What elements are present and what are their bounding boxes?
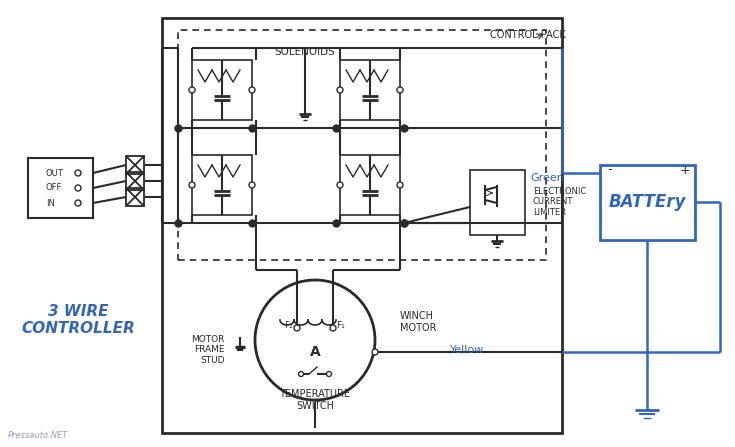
Circle shape [75, 185, 81, 191]
Circle shape [337, 87, 343, 93]
Circle shape [189, 87, 195, 93]
Text: F₂: F₂ [284, 321, 293, 330]
Text: IN: IN [46, 198, 55, 207]
Bar [340, 155, 400, 215]
Circle shape [249, 87, 255, 93]
Circle shape [294, 325, 300, 331]
Circle shape [255, 280, 375, 400]
Text: ELECTRONIC
CURRENT
LIMITER: ELECTRONIC CURRENT LIMITER [533, 187, 587, 217]
Text: BATTEry: BATTEry [609, 193, 686, 211]
Circle shape [189, 182, 195, 188]
Text: CONTROL PACK: CONTROL PACK [490, 30, 566, 40]
Bar [192, 155, 252, 215]
Bar [470, 170, 525, 235]
Text: F₁: F₁ [337, 321, 345, 330]
Text: MOTOR
FRAME
STUD: MOTOR FRAME STUD [192, 335, 225, 365]
Text: OFF: OFF [46, 184, 62, 193]
Circle shape [75, 200, 81, 206]
Text: SOLENOIDS: SOLENOIDS [275, 47, 335, 57]
Circle shape [372, 349, 378, 355]
Text: Pressauto.NET: Pressauto.NET [8, 431, 68, 440]
Bar [162, 18, 562, 433]
Text: A: A [309, 345, 320, 359]
Circle shape [75, 170, 81, 176]
Circle shape [298, 371, 304, 376]
Bar [126, 156, 144, 174]
Text: -: - [608, 164, 612, 177]
Bar [126, 188, 144, 206]
Text: 3 WIRE
CONTROLLER: 3 WIRE CONTROLLER [21, 304, 135, 336]
Text: Yellow: Yellow [450, 345, 484, 355]
Text: Green: Green [530, 173, 564, 183]
Bar [600, 165, 695, 240]
Text: WINCH
MOTOR: WINCH MOTOR [400, 311, 437, 333]
Circle shape [397, 87, 403, 93]
Circle shape [249, 182, 255, 188]
Bar [28, 158, 93, 218]
Text: OUT: OUT [46, 169, 64, 177]
Circle shape [397, 182, 403, 188]
Circle shape [337, 182, 343, 188]
Circle shape [326, 371, 331, 376]
Bar [192, 60, 252, 120]
Bar [340, 60, 400, 120]
Text: +: + [680, 164, 690, 177]
Circle shape [330, 325, 336, 331]
Text: TEMPERATURE
SWITCH: TEMPERATURE SWITCH [279, 389, 351, 411]
Bar [126, 172, 144, 190]
Bar [178, 30, 546, 260]
